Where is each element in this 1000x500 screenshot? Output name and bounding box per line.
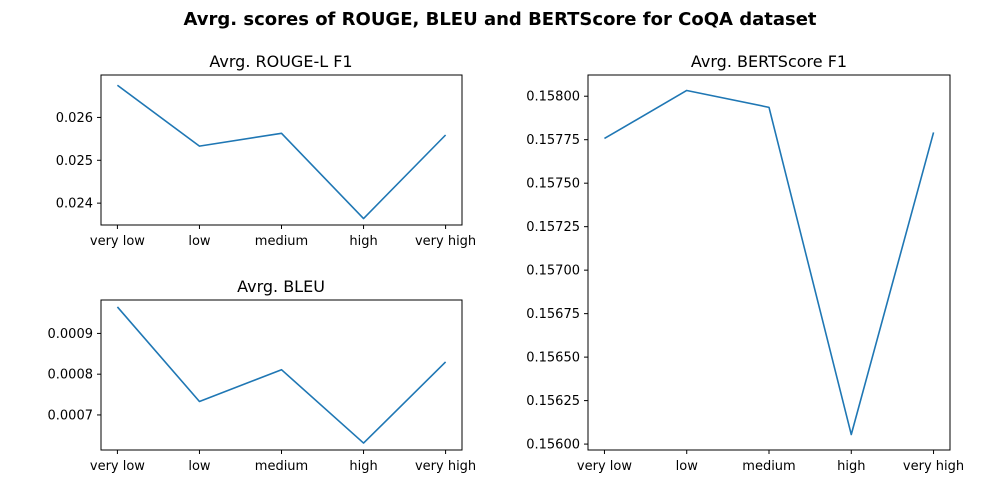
bleu-y-tick-label: 0.0007: [48, 408, 94, 423]
rouge-x-tick-label: very high: [415, 234, 476, 249]
rouge-y-tick-label: 0.025: [56, 154, 93, 169]
bertscore-y-tick-label: 0.15725: [526, 220, 580, 235]
bertscore-y-tick-label: 0.15775: [526, 133, 580, 148]
bleu-x-tick-label: very low: [90, 459, 145, 474]
bertscore-x-tick-label: very low: [577, 459, 632, 474]
bertscore-y-tick-label: 0.15675: [526, 307, 580, 322]
rouge-chart-title: Avrg. ROUGE-L F1: [209, 52, 352, 71]
bleu-y-tick-label: 0.0008: [48, 368, 94, 383]
bleu-x-tick-label: low: [188, 459, 211, 474]
rouge-x-tick-label: medium: [255, 234, 308, 249]
bertscore-y-tick-label: 0.15650: [526, 351, 580, 366]
figure-title: Avrg. scores of ROUGE, BLEU and BERTScor…: [183, 9, 816, 30]
rouge-x-tick-label: very low: [90, 234, 145, 249]
rouge-x-tick-label: high: [349, 234, 377, 249]
bertscore-x-tick-label: low: [676, 459, 699, 474]
bleu-x-tick-label: medium: [255, 459, 308, 474]
rouge-y-tick-label: 0.026: [56, 111, 93, 126]
bleu-x-tick-label: high: [349, 459, 377, 474]
bleu-chart-title: Avrg. BLEU: [237, 277, 325, 296]
bleu-x-tick-label: very high: [415, 459, 476, 474]
bertscore-chart: Avrg. BERTScore F1 very low low medium high…: [526, 52, 964, 474]
bleu-chart: Avrg. BLEU very low low medium high very hig…: [48, 277, 477, 474]
bertscore-y-tick-label: 0.15750: [526, 177, 580, 192]
rouge-y-tick-label: 0.024: [56, 197, 93, 212]
rouge-x-tick-label: low: [188, 234, 211, 249]
bertscore-chart-title: Avrg. BERTScore F1: [691, 52, 847, 71]
bleu-y-tick-label: 0.0009: [48, 327, 94, 342]
rouge-chart: Avrg. ROUGE-L F1 very low low medium high ve…: [56, 52, 476, 249]
bertscore-y-tick-label: 0.15700: [526, 264, 580, 279]
bertscore-x-tick-label: medium: [742, 459, 795, 474]
bertscore-y-tick-label: 0.15625: [526, 394, 580, 409]
bertscore-x-tick-label: high: [837, 459, 865, 474]
bertscore-y-tick-label: 0.15600: [526, 438, 580, 453]
bertscore-y-tick-label: 0.15800: [526, 90, 580, 105]
bertscore-x-tick-label: very high: [903, 459, 964, 474]
